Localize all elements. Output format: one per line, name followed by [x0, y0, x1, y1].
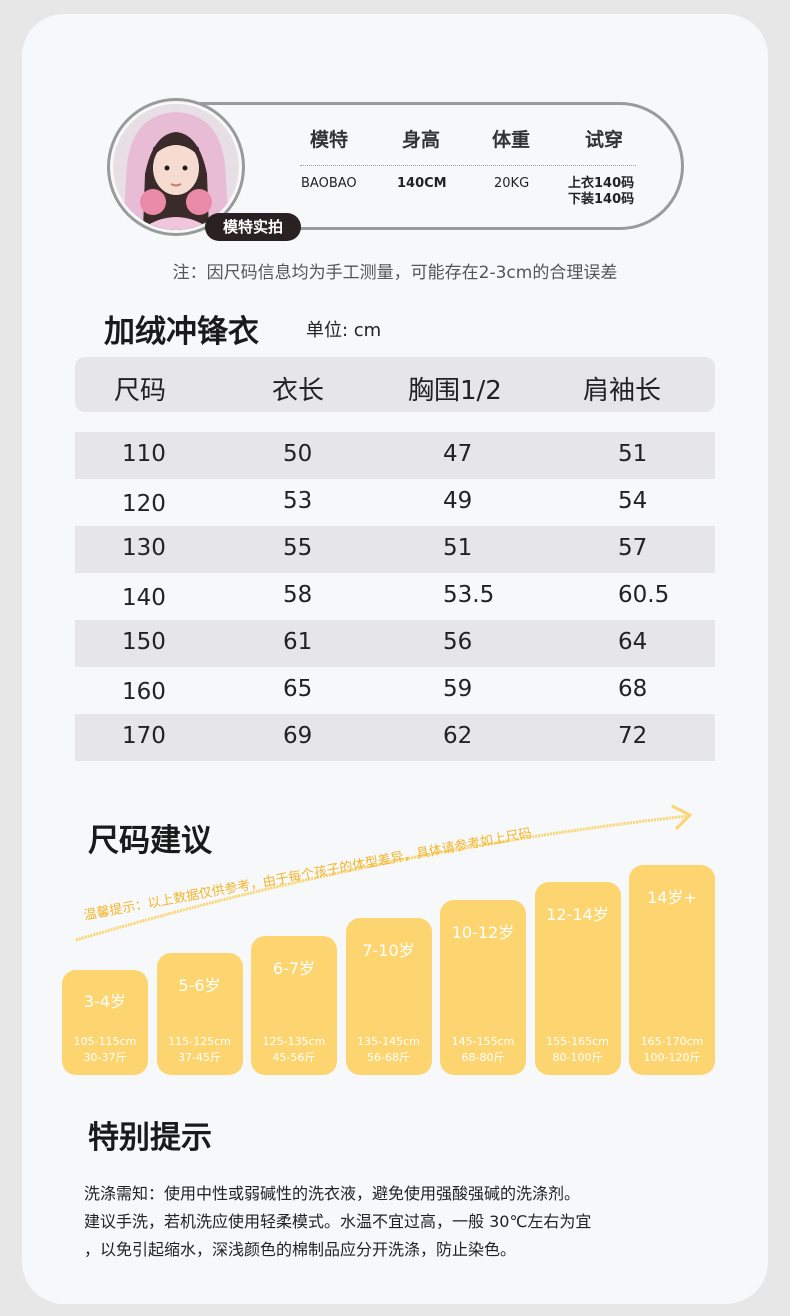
measurement-note: 注：因尺码信息均为手工测量，可能存在2-3cm的合理误差	[172, 263, 618, 283]
size-bar-age: 6-7岁	[272, 959, 316, 978]
model-try: 上衣140码 下装140码	[568, 176, 634, 208]
cell-length: 61	[283, 629, 313, 655]
size-bar	[345, 918, 432, 1075]
size-bar-weight: 56-68斤	[367, 1051, 410, 1064]
size-bar-weight: 37-45斤	[178, 1051, 221, 1064]
cell-chest: 56	[443, 629, 473, 655]
divider	[300, 165, 636, 166]
cell-size: 130	[122, 535, 166, 561]
table-row	[75, 714, 715, 761]
size-bar	[534, 882, 621, 1075]
tip-line-1: 洗涤需知：使用中性或弱碱性的洗衣液，避免使用强酸强碱的洗涤剂。	[84, 1184, 581, 1203]
table-row	[75, 526, 715, 573]
cell-chest: 51	[443, 535, 473, 561]
cell-length: 69	[283, 723, 313, 749]
size-bar-height: 105-115cm	[73, 1035, 137, 1048]
cell-chest: 49	[443, 488, 473, 514]
size-bar-height: 125-135cm	[262, 1035, 326, 1048]
cell-size: 160	[122, 679, 166, 705]
cell-length: 53	[283, 488, 313, 514]
table-header	[75, 357, 715, 412]
size-bar	[251, 936, 337, 1075]
size-bar-height: 145-155cm	[451, 1035, 515, 1048]
cell-length: 50	[283, 441, 313, 467]
model-weight: 20KG	[494, 176, 530, 191]
size-bar-height: 155-165cm	[546, 1035, 609, 1048]
header-try: 试穿	[585, 129, 624, 151]
unit-label: 单位: cm	[306, 320, 382, 341]
table-row	[75, 432, 715, 479]
cell-length: 65	[283, 676, 313, 702]
size-bar-weight: 68-80斤	[461, 1051, 505, 1064]
size-bar-age: 14岁+	[647, 888, 697, 907]
size-bar	[440, 900, 526, 1075]
size-bar-weight: 80-100斤	[552, 1051, 603, 1064]
header-weight: 体重	[492, 129, 531, 151]
col-size: 尺码	[114, 376, 167, 406]
cell-chest: 53.5	[443, 582, 495, 608]
cell-sleeve: 51	[618, 441, 648, 467]
header-height: 身高	[402, 129, 441, 151]
cell-sleeve: 68	[618, 676, 648, 702]
size-bar	[629, 865, 715, 1075]
cell-sleeve: 64	[618, 629, 648, 655]
tip-line-2: 建议手洗，若机洗应使用轻柔模式。水温不宜过高，一般 30℃左右为宜	[84, 1212, 592, 1231]
try-bottom: 下装140码	[568, 192, 635, 207]
cell-sleeve: 54	[618, 488, 648, 514]
cell-sleeve: 60.5	[618, 582, 670, 608]
size-bar	[156, 953, 243, 1075]
col-length: 衣长	[272, 376, 325, 406]
model-info-frame	[200, 102, 684, 230]
col-sleeve: 肩袖长	[583, 376, 662, 406]
model-photo-badge: 模特实拍	[205, 213, 301, 241]
cell-size: 170	[122, 723, 166, 749]
size-bar-age: 12-14岁	[546, 905, 609, 924]
size-bar-age: 10-12岁	[451, 923, 515, 942]
size-bar-age: 3-4岁	[83, 992, 127, 1011]
cell-length: 58	[283, 582, 313, 608]
cell-sleeve: 72	[618, 723, 648, 749]
size-bar-age: 7-10岁	[362, 941, 415, 960]
header-model: 模特	[310, 129, 349, 151]
cell-sleeve: 57	[618, 535, 648, 561]
cell-size: 150	[122, 629, 166, 655]
size-bar-weight: 45-56斤	[272, 1051, 316, 1064]
table-row	[75, 620, 715, 667]
size-bar-weight: 100-120斤	[643, 1051, 701, 1064]
size-suggest-title: 尺码建议	[88, 823, 212, 859]
size-bar-height: 135-145cm	[357, 1035, 420, 1048]
size-bar-age: 5-6岁	[178, 976, 221, 995]
hint-arrow	[75, 804, 693, 942]
size-bar	[62, 970, 148, 1075]
try-top: 上衣140码	[568, 176, 635, 191]
size-bar-height: 115-125cm	[168, 1035, 231, 1048]
cell-chest: 59	[443, 676, 473, 702]
cell-size: 120	[122, 491, 166, 517]
tips-title: 特别提示	[88, 1120, 212, 1156]
cell-chest: 62	[443, 723, 473, 749]
cell-chest: 47	[443, 441, 473, 467]
col-chest: 胸围1/2	[408, 376, 502, 406]
cell-size: 110	[122, 441, 166, 467]
product-title: 加绒冲锋衣	[104, 314, 259, 350]
cell-size: 140	[122, 585, 166, 611]
size-bar-height: 165-170cm	[640, 1035, 704, 1048]
cell-length: 55	[283, 535, 313, 561]
tip-line-3: ，以免引起缩水，深浅颜色的棉制品应分开洗涤，防止染色。	[84, 1240, 517, 1259]
size-bar-weight: 30-37斤	[83, 1051, 127, 1064]
model-height: 140CM	[397, 176, 447, 191]
model-name: BAOBAO	[301, 176, 357, 191]
model-photo	[113, 104, 239, 230]
